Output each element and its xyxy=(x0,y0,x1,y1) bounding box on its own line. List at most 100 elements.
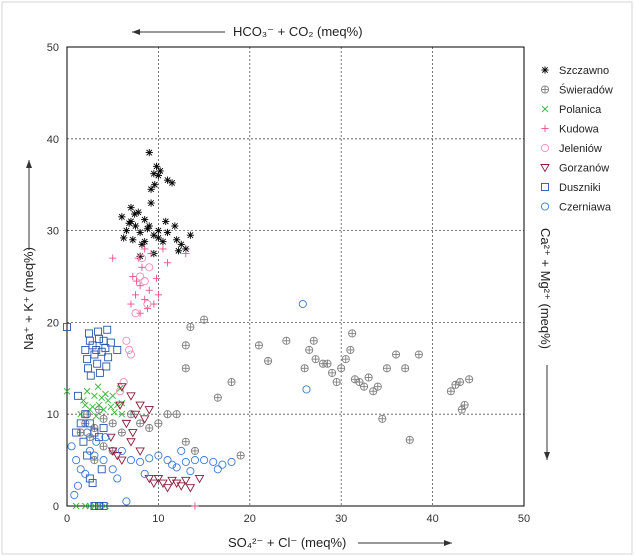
data-point xyxy=(102,362,111,371)
data-point xyxy=(144,475,155,484)
data-point xyxy=(131,222,140,230)
data-point xyxy=(99,502,108,510)
data-point xyxy=(95,433,103,442)
data-point xyxy=(127,204,135,212)
data-point xyxy=(90,456,99,465)
data-point xyxy=(88,479,97,487)
y-axis-title: Na⁺ + K⁺ (meq%) xyxy=(21,247,36,350)
y-tick-label: 50 xyxy=(47,42,59,54)
data-points xyxy=(63,148,474,510)
right-axis-title: Ca²⁺ + Mg²⁺ (meq%) xyxy=(538,228,553,349)
data-point xyxy=(172,410,181,419)
data-point xyxy=(108,465,117,474)
legend: Szczawno Świeradów Polanica Kudowa Jeleniów G… xyxy=(540,65,613,214)
data-point xyxy=(348,329,357,338)
data-point xyxy=(457,405,466,414)
data-point xyxy=(131,291,140,299)
data-point xyxy=(145,263,154,272)
data-point xyxy=(83,355,92,364)
data-point xyxy=(117,383,127,392)
data-point xyxy=(129,236,137,244)
data-point xyxy=(99,424,108,432)
legend-label: Jeleniów xyxy=(559,143,602,155)
data-point xyxy=(103,325,112,334)
data-point xyxy=(323,359,332,368)
series-6 xyxy=(63,323,122,510)
data-point xyxy=(85,474,94,483)
data-point xyxy=(264,356,273,366)
data-point xyxy=(136,272,145,281)
data-point xyxy=(81,410,90,419)
series-7 xyxy=(67,299,311,506)
data-point xyxy=(346,345,355,354)
data-point xyxy=(282,336,291,345)
left-axis-annotation: Na⁺ + K⁺ (meq%) xyxy=(21,160,36,350)
data-point xyxy=(141,238,149,246)
data-point xyxy=(76,465,85,474)
data-point xyxy=(145,423,154,433)
tick-labels: 0 10 20 30 40 50 0 10 20 30 40 50 xyxy=(47,42,530,525)
data-point xyxy=(63,387,71,395)
data-point xyxy=(85,419,94,428)
data-point xyxy=(176,482,187,491)
series-4 xyxy=(115,254,154,396)
data-point xyxy=(94,383,102,390)
data-point xyxy=(143,299,152,309)
data-point xyxy=(151,181,159,189)
plot-area xyxy=(66,46,525,507)
bottom-arrow-head xyxy=(444,540,452,546)
data-point xyxy=(70,490,79,500)
top-arrow-head xyxy=(132,29,140,35)
legend-marker xyxy=(540,143,550,153)
data-point xyxy=(332,378,341,387)
data-point xyxy=(173,236,181,244)
data-point xyxy=(92,412,100,420)
data-point xyxy=(74,391,82,400)
data-point xyxy=(119,378,128,387)
data-point xyxy=(167,476,177,486)
top-axis-title: HCO₃⁻ + CO₂ (meq%) xyxy=(233,24,363,39)
data-point xyxy=(156,167,164,175)
data-point xyxy=(191,502,199,510)
data-point xyxy=(174,247,183,255)
y-tick-label: 0 xyxy=(53,501,59,513)
data-point xyxy=(106,338,115,347)
data-point xyxy=(84,329,93,338)
data-point xyxy=(122,227,131,235)
data-point xyxy=(378,414,387,423)
data-point xyxy=(128,429,138,438)
data-point xyxy=(159,245,167,253)
data-point xyxy=(163,259,172,267)
data-point xyxy=(144,406,155,415)
legend-marker xyxy=(541,124,549,133)
data-point xyxy=(109,254,117,262)
right-arrow-head xyxy=(544,452,550,460)
legend-label: Czerniawa xyxy=(559,202,612,214)
data-point xyxy=(90,502,99,510)
series-2 xyxy=(63,383,126,510)
data-point xyxy=(79,437,88,446)
data-point xyxy=(89,403,96,411)
data-point xyxy=(200,456,209,465)
data-point xyxy=(113,474,122,483)
data-point xyxy=(141,245,149,253)
data-point xyxy=(168,179,176,187)
legend-marker xyxy=(541,66,549,74)
data-point xyxy=(405,435,414,444)
data-point xyxy=(94,327,103,336)
data-point xyxy=(154,227,162,235)
data-point xyxy=(126,438,136,447)
y-tick-label: 10 xyxy=(47,409,59,421)
data-point xyxy=(382,364,391,373)
top-axis-annotation: HCO₃⁻ + CO₂ (meq%) xyxy=(132,24,363,39)
data-point xyxy=(159,238,167,246)
data-point xyxy=(138,263,146,271)
data-point xyxy=(85,446,94,455)
data-point xyxy=(95,368,104,377)
data-point xyxy=(186,467,195,476)
data-point xyxy=(163,176,172,184)
data-point xyxy=(209,457,218,466)
data-point xyxy=(104,353,113,362)
data-point xyxy=(227,457,236,466)
data-point xyxy=(107,403,115,411)
